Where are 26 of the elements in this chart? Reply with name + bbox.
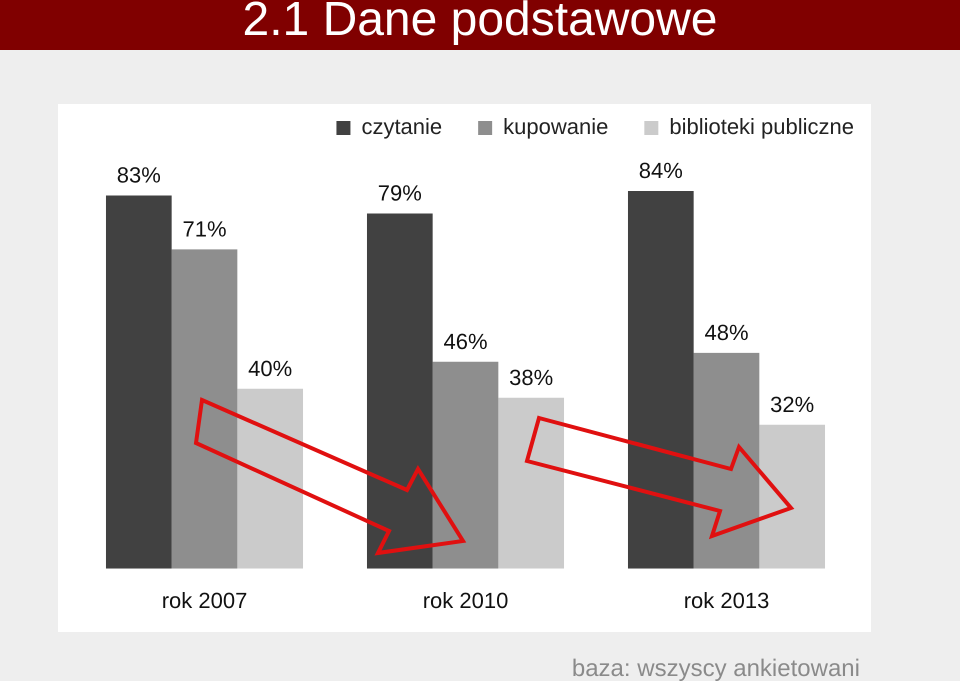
data-label: 32% [770,392,814,417]
bar [366,213,433,569]
x-tick-label: rok 2013 [684,588,770,613]
x-tick-label: rok 2010 [422,588,508,613]
data-label: 46% [443,328,488,354]
data-label: 71% [182,216,227,242]
bar [237,388,304,569]
data-label: 84% [638,158,683,184]
data-label: 48% [704,320,749,345]
bar [498,398,564,569]
text: baza: wszyscy ankietowani [572,654,860,681]
legend-label: czytanie [361,114,442,140]
chart-title: 2.1 Dane podstawowe [242,0,718,46]
bar [694,352,760,569]
bar [172,249,238,569]
data-label: 40% [248,356,292,381]
data-label: 79% [378,180,422,206]
bar [759,424,826,569]
bar [432,362,498,569]
bar [106,195,172,569]
x-tick-label: rok 2007 [162,588,248,613]
data-label: 38% [509,364,554,390]
bar [628,190,694,569]
data-label: 83% [116,162,161,188]
legend-label: kupowanie [503,114,608,140]
legend-label: biblioteki publiczne [669,114,854,140]
